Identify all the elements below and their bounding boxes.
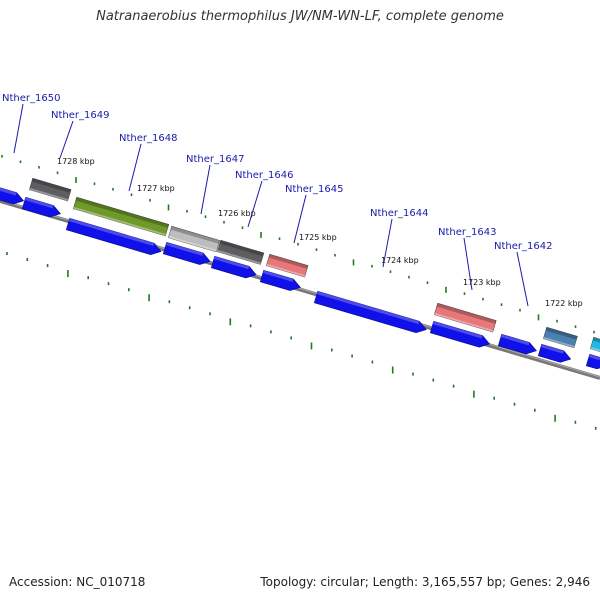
gene-block[interactable]	[167, 225, 220, 253]
cds-arrow[interactable]	[210, 255, 258, 280]
gene-block[interactable]	[589, 336, 600, 355]
label-leader-line	[382, 218, 393, 268]
gene-label[interactable]: Nther_1648	[119, 133, 177, 144]
gene-block[interactable]	[542, 326, 578, 349]
gene-block[interactable]	[72, 196, 170, 237]
label-leader-line	[13, 103, 24, 154]
cds-arrow[interactable]	[65, 217, 162, 257]
gene-block[interactable]	[28, 177, 72, 202]
label-leader-line	[463, 237, 473, 291]
kbp-label: 1722 kbp	[545, 299, 583, 308]
gene-label[interactable]: Nther_1647	[186, 154, 244, 165]
cds-arrow[interactable]	[585, 353, 600, 371]
label-leader-line	[59, 120, 74, 159]
gene-track	[0, 177, 600, 371]
gene-label-lines	[13, 103, 529, 307]
gene-block[interactable]	[265, 253, 309, 278]
gene-block[interactable]	[216, 239, 265, 265]
cds-arrow[interactable]	[313, 290, 428, 335]
gene-label[interactable]: Nther_1649	[51, 110, 109, 121]
cds-arrow[interactable]	[0, 184, 25, 206]
cds-arrow[interactable]	[259, 269, 302, 293]
label-leader-line	[128, 143, 142, 192]
kbp-label: 1726 kbp	[218, 209, 256, 218]
kbp-label: 1725 kbp	[299, 233, 337, 242]
inner-tick-ring	[1, 155, 595, 334]
kbp-label: 1723 kbp	[463, 278, 501, 287]
gene-label[interactable]: Nther_1646	[235, 170, 293, 181]
gene-label[interactable]: Nther_1642	[494, 241, 552, 252]
cds-arrow[interactable]	[162, 241, 211, 267]
gene-block[interactable]	[433, 302, 497, 333]
label-leader-line	[293, 194, 307, 244]
cds-arrow[interactable]	[21, 196, 62, 219]
gene-label[interactable]: Nther_1643	[438, 227, 496, 238]
gene-label[interactable]: Nther_1650	[2, 93, 60, 104]
map-title: Natranaerobius thermophilus JW/NM-WN-LF,…	[96, 9, 504, 24]
kbp-label: 1728 kbp	[57, 157, 95, 166]
gene-label[interactable]: Nther_1645	[285, 184, 343, 195]
cds-arrow[interactable]	[537, 343, 572, 365]
outer-tick-ring	[6, 252, 597, 430]
kbp-label: 1724 kbp	[381, 256, 419, 265]
gene-label[interactable]: Nther_1644	[370, 208, 428, 219]
label-leader-line	[516, 251, 529, 307]
label-leader-line	[200, 164, 211, 215]
accession-text: Accession: NC_010718	[9, 575, 146, 589]
cds-arrow[interactable]	[497, 333, 538, 356]
cds-arrow[interactable]	[429, 320, 491, 349]
kbp-label: 1727 kbp	[137, 184, 175, 193]
label-leader-line	[247, 180, 263, 228]
topology-summary-text: Topology: circular; Length: 3,165,557 bp…	[260, 575, 590, 589]
